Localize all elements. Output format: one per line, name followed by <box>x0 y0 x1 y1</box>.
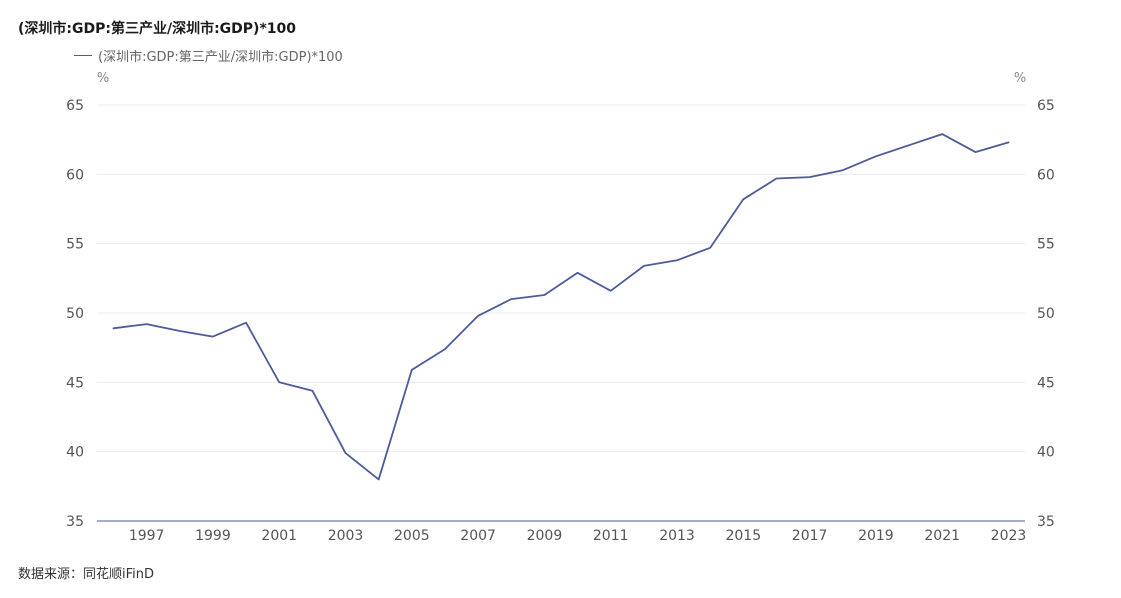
data-point[interactable] <box>808 176 810 178</box>
data-point[interactable] <box>974 151 976 153</box>
data-point[interactable] <box>411 369 413 371</box>
y-tick-label-left: 45 <box>66 375 84 391</box>
data-point[interactable] <box>643 265 645 267</box>
y-tick-label-left: 35 <box>66 514 84 530</box>
data-point[interactable] <box>543 294 545 296</box>
x-tick-label: 1999 <box>195 528 231 544</box>
data-point[interactable] <box>1007 141 1009 143</box>
data-point[interactable] <box>875 155 877 157</box>
data-point[interactable] <box>344 452 346 454</box>
legend-swatch <box>74 55 92 56</box>
x-tick-label: 2019 <box>858 528 894 544</box>
data-point[interactable] <box>610 290 612 292</box>
data-point[interactable] <box>377 478 379 480</box>
data-point[interactable] <box>245 322 247 324</box>
x-tick-label: 2021 <box>924 528 960 544</box>
y-tick-label-right: 35 <box>1037 514 1055 530</box>
y-tick-label-left: 65 <box>66 98 84 114</box>
data-point[interactable] <box>278 381 280 383</box>
x-tick-label: 2009 <box>527 528 563 544</box>
x-tick-label: 2015 <box>725 528 761 544</box>
y-tick-label-right: 65 <box>1037 98 1055 114</box>
y-axis-left-unit: % <box>97 71 109 86</box>
data-point[interactable] <box>742 198 744 200</box>
data-point[interactable] <box>676 259 678 261</box>
y-tick-label-right: 50 <box>1037 306 1055 322</box>
y-tick-label-left: 40 <box>66 445 84 461</box>
x-tick-label: 2013 <box>659 528 695 544</box>
series-line[interactable] <box>112 133 1010 481</box>
y-tick-label-right: 55 <box>1037 237 1055 253</box>
legend-label: (深圳市:GDP:第三产业/深圳市:GDP)*100 <box>98 50 343 65</box>
x-tick-label: 2005 <box>394 528 430 544</box>
data-point[interactable] <box>311 389 313 391</box>
grid-lines <box>97 104 1025 453</box>
x-tick-label: 2003 <box>328 528 364 544</box>
data-point[interactable] <box>908 144 910 146</box>
data-point[interactable] <box>145 323 147 325</box>
data-point[interactable] <box>775 177 777 179</box>
x-tick-label: 2017 <box>792 528 828 544</box>
data-point[interactable] <box>576 272 578 274</box>
data-point[interactable] <box>510 298 512 300</box>
data-point[interactable] <box>941 133 943 135</box>
y-axis-right-unit: % <box>1014 71 1026 86</box>
y-axis-right: 35 40 45 50 55 60 65 <box>1037 98 1055 530</box>
data-point[interactable] <box>842 169 844 171</box>
legend[interactable]: (深圳市:GDP:第三产业/深圳市:GDP)*100 <box>74 46 343 65</box>
y-tick-label-right: 60 <box>1037 167 1055 183</box>
y-tick-label-left: 50 <box>66 306 84 322</box>
x-tick-label: 2011 <box>593 528 629 544</box>
y-axis-left: 35 40 45 50 55 60 65 <box>66 98 84 530</box>
data-point[interactable] <box>112 327 114 329</box>
x-tick-label: 2023 <box>991 528 1027 544</box>
data-point[interactable] <box>179 330 181 332</box>
chart-title: (深圳市:GDP:第三产业/深圳市:GDP)*100 <box>18 21 296 37</box>
x-tick-label: 2001 <box>261 528 297 544</box>
data-point[interactable] <box>444 348 446 350</box>
y-tick-label-left: 60 <box>66 167 84 183</box>
y-tick-label-right: 40 <box>1037 445 1055 461</box>
y-tick-label-right: 45 <box>1037 375 1055 391</box>
x-tick-label: 2007 <box>460 528 496 544</box>
y-tick-label-left: 55 <box>66 237 84 253</box>
x-tick-label: 1997 <box>129 528 165 544</box>
data-point[interactable] <box>477 315 479 317</box>
x-axis: 1997 1999 2001 2003 2005 2007 2009 2011 2013 2015… <box>97 520 1027 544</box>
data-point[interactable] <box>212 335 214 337</box>
series-layer <box>112 133 1010 481</box>
data-point[interactable] <box>709 247 711 249</box>
data-source: 数据来源：同花顺iFinD <box>18 567 155 582</box>
